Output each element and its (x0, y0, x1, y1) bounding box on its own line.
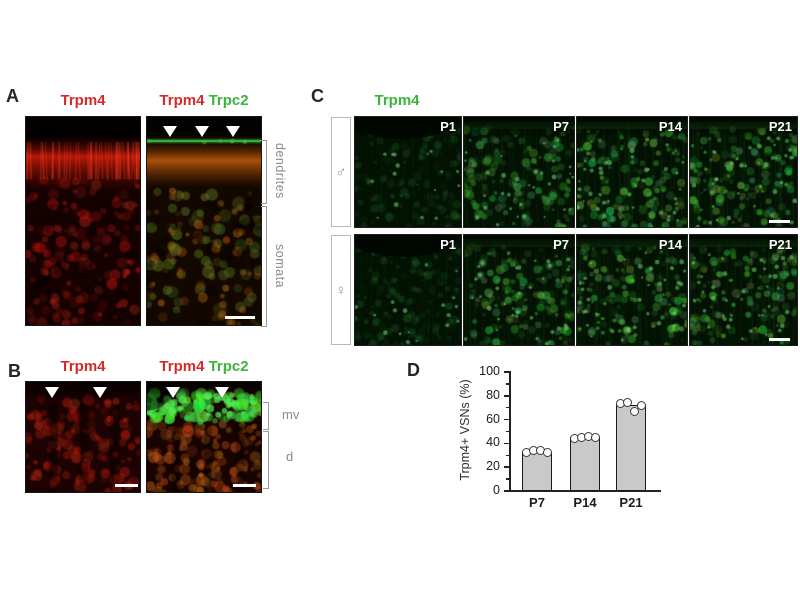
mv-label: mv (282, 407, 300, 422)
micrograph-male-p21: P21 (689, 116, 798, 228)
arrowhead-icon (163, 126, 177, 137)
micrograph-canvas (355, 117, 461, 227)
micrograph-a-trpm4 (25, 116, 141, 326)
micrograph-female-p1: P1 (354, 234, 462, 346)
male-icon: ♂ (335, 163, 347, 181)
bar-p7 (522, 451, 552, 491)
scale-bar (769, 220, 790, 223)
micrograph-b-trpm4 (25, 381, 141, 493)
micrograph-male-p14: P14 (576, 116, 688, 228)
age-label: P21 (768, 237, 792, 252)
micrograph-canvas (355, 235, 461, 345)
panel-c-title: Trpm4 (374, 92, 420, 109)
y-tick-mark (503, 490, 509, 492)
mv-bracket (263, 402, 269, 430)
somata-bracket (261, 206, 267, 327)
d-label: d (286, 449, 294, 464)
data-point (622, 397, 632, 407)
x-tick-label-p21: P21 (619, 495, 643, 510)
micrograph-canvas (464, 235, 574, 345)
panel-a-label: A (6, 86, 19, 106)
x-axis-line (509, 490, 661, 492)
female-icon: ♀ (335, 281, 347, 299)
panel-b-left-title: Trpm4 (60, 358, 106, 375)
age-label: P7 (553, 237, 569, 252)
y-tick-mark (505, 454, 509, 457)
scale-bar (115, 484, 138, 487)
y-tick-label: 20 (486, 459, 500, 474)
arrowhead-icon (226, 126, 240, 137)
panel-c-label: C (311, 86, 324, 106)
data-point (542, 447, 552, 457)
arrowhead-icon (45, 387, 59, 398)
male-symbol-box: ♂ (331, 117, 351, 227)
y-tick-mark (505, 383, 509, 385)
panel-a-right-title-trpm4: Trpm4 (159, 92, 205, 109)
y-tick-mark (505, 478, 509, 480)
micrograph-male-p7: P7 (463, 116, 575, 228)
data-point (636, 401, 646, 411)
bar-p14 (570, 437, 600, 491)
age-label: P1 (440, 119, 456, 134)
d-bracket (263, 431, 269, 489)
bar-p21 (616, 405, 646, 491)
panel-a-right-title: Trpm4 Trpc2 (143, 92, 265, 109)
y-tick-label: 100 (479, 364, 500, 378)
y-tick-mark (503, 442, 509, 445)
micrograph-canvas (577, 235, 687, 345)
age-label: P14 (658, 119, 682, 134)
arrowhead-icon (166, 387, 180, 398)
y-tick-labels: 0 20 40 60 80 100 (466, 364, 504, 497)
y-tick-mark (505, 406, 509, 409)
dendrites-label: dendrites (273, 143, 287, 199)
micrograph-female-p21: P21 (689, 234, 798, 346)
x-tick-label-p7: P7 (529, 495, 545, 510)
y-tick-label: 60 (486, 411, 500, 426)
age-label: P21 (768, 119, 792, 134)
panel-a-left-title: Trpm4 (60, 92, 106, 109)
scale-bar (769, 338, 790, 341)
somata-label: somata (273, 243, 287, 288)
y-tick-mark (505, 430, 509, 433)
arrowhead-icon (195, 126, 209, 137)
data-point (629, 407, 639, 417)
micrograph-b-trpm4-trpc2 (146, 381, 262, 493)
micrograph-female-p14: P14 (576, 234, 688, 346)
arrowhead-icon (215, 387, 229, 398)
micrograph-female-p7: P7 (463, 234, 575, 346)
micrograph-canvas (690, 235, 797, 345)
micrograph-canvas (690, 117, 797, 227)
bar-chart-plot (503, 371, 660, 492)
x-tick-label-p14: P14 (573, 495, 597, 510)
y-tick-mark (503, 418, 509, 421)
scale-bar (225, 316, 255, 319)
y-tick-label: 40 (486, 435, 500, 450)
age-label: P14 (658, 237, 682, 252)
micrograph-canvas (577, 117, 687, 227)
age-label: P1 (440, 237, 456, 252)
panel-a-right-title-trpc2: Trpc2 (208, 92, 249, 109)
y-tick-mark (503, 466, 509, 468)
micrograph-a-trpm4-trpc2 (146, 116, 262, 326)
arrowhead-icon (93, 387, 107, 398)
panel-b-label: B (8, 361, 21, 381)
dendrites-bracket (261, 140, 267, 204)
data-point (590, 433, 600, 443)
y-axis-line (509, 371, 511, 492)
micrograph-male-p1: P1 (354, 116, 462, 228)
y-tick-label: 0 (493, 483, 500, 497)
panel-d-label: D (407, 360, 420, 380)
y-tick-mark (503, 395, 509, 397)
age-label: P7 (553, 119, 569, 134)
micrograph-canvas (464, 117, 574, 227)
y-tick-label: 80 (486, 387, 500, 402)
y-tick-mark (503, 371, 509, 373)
scale-bar (233, 484, 256, 487)
panel-b-right-title: Trpm4 Trpc2 (143, 358, 265, 375)
female-symbol-box: ♀ (331, 235, 351, 345)
panel-b-right-title-trpm4: Trpm4 (159, 358, 205, 375)
panel-b-right-title-trpc2: Trpc2 (208, 358, 249, 375)
